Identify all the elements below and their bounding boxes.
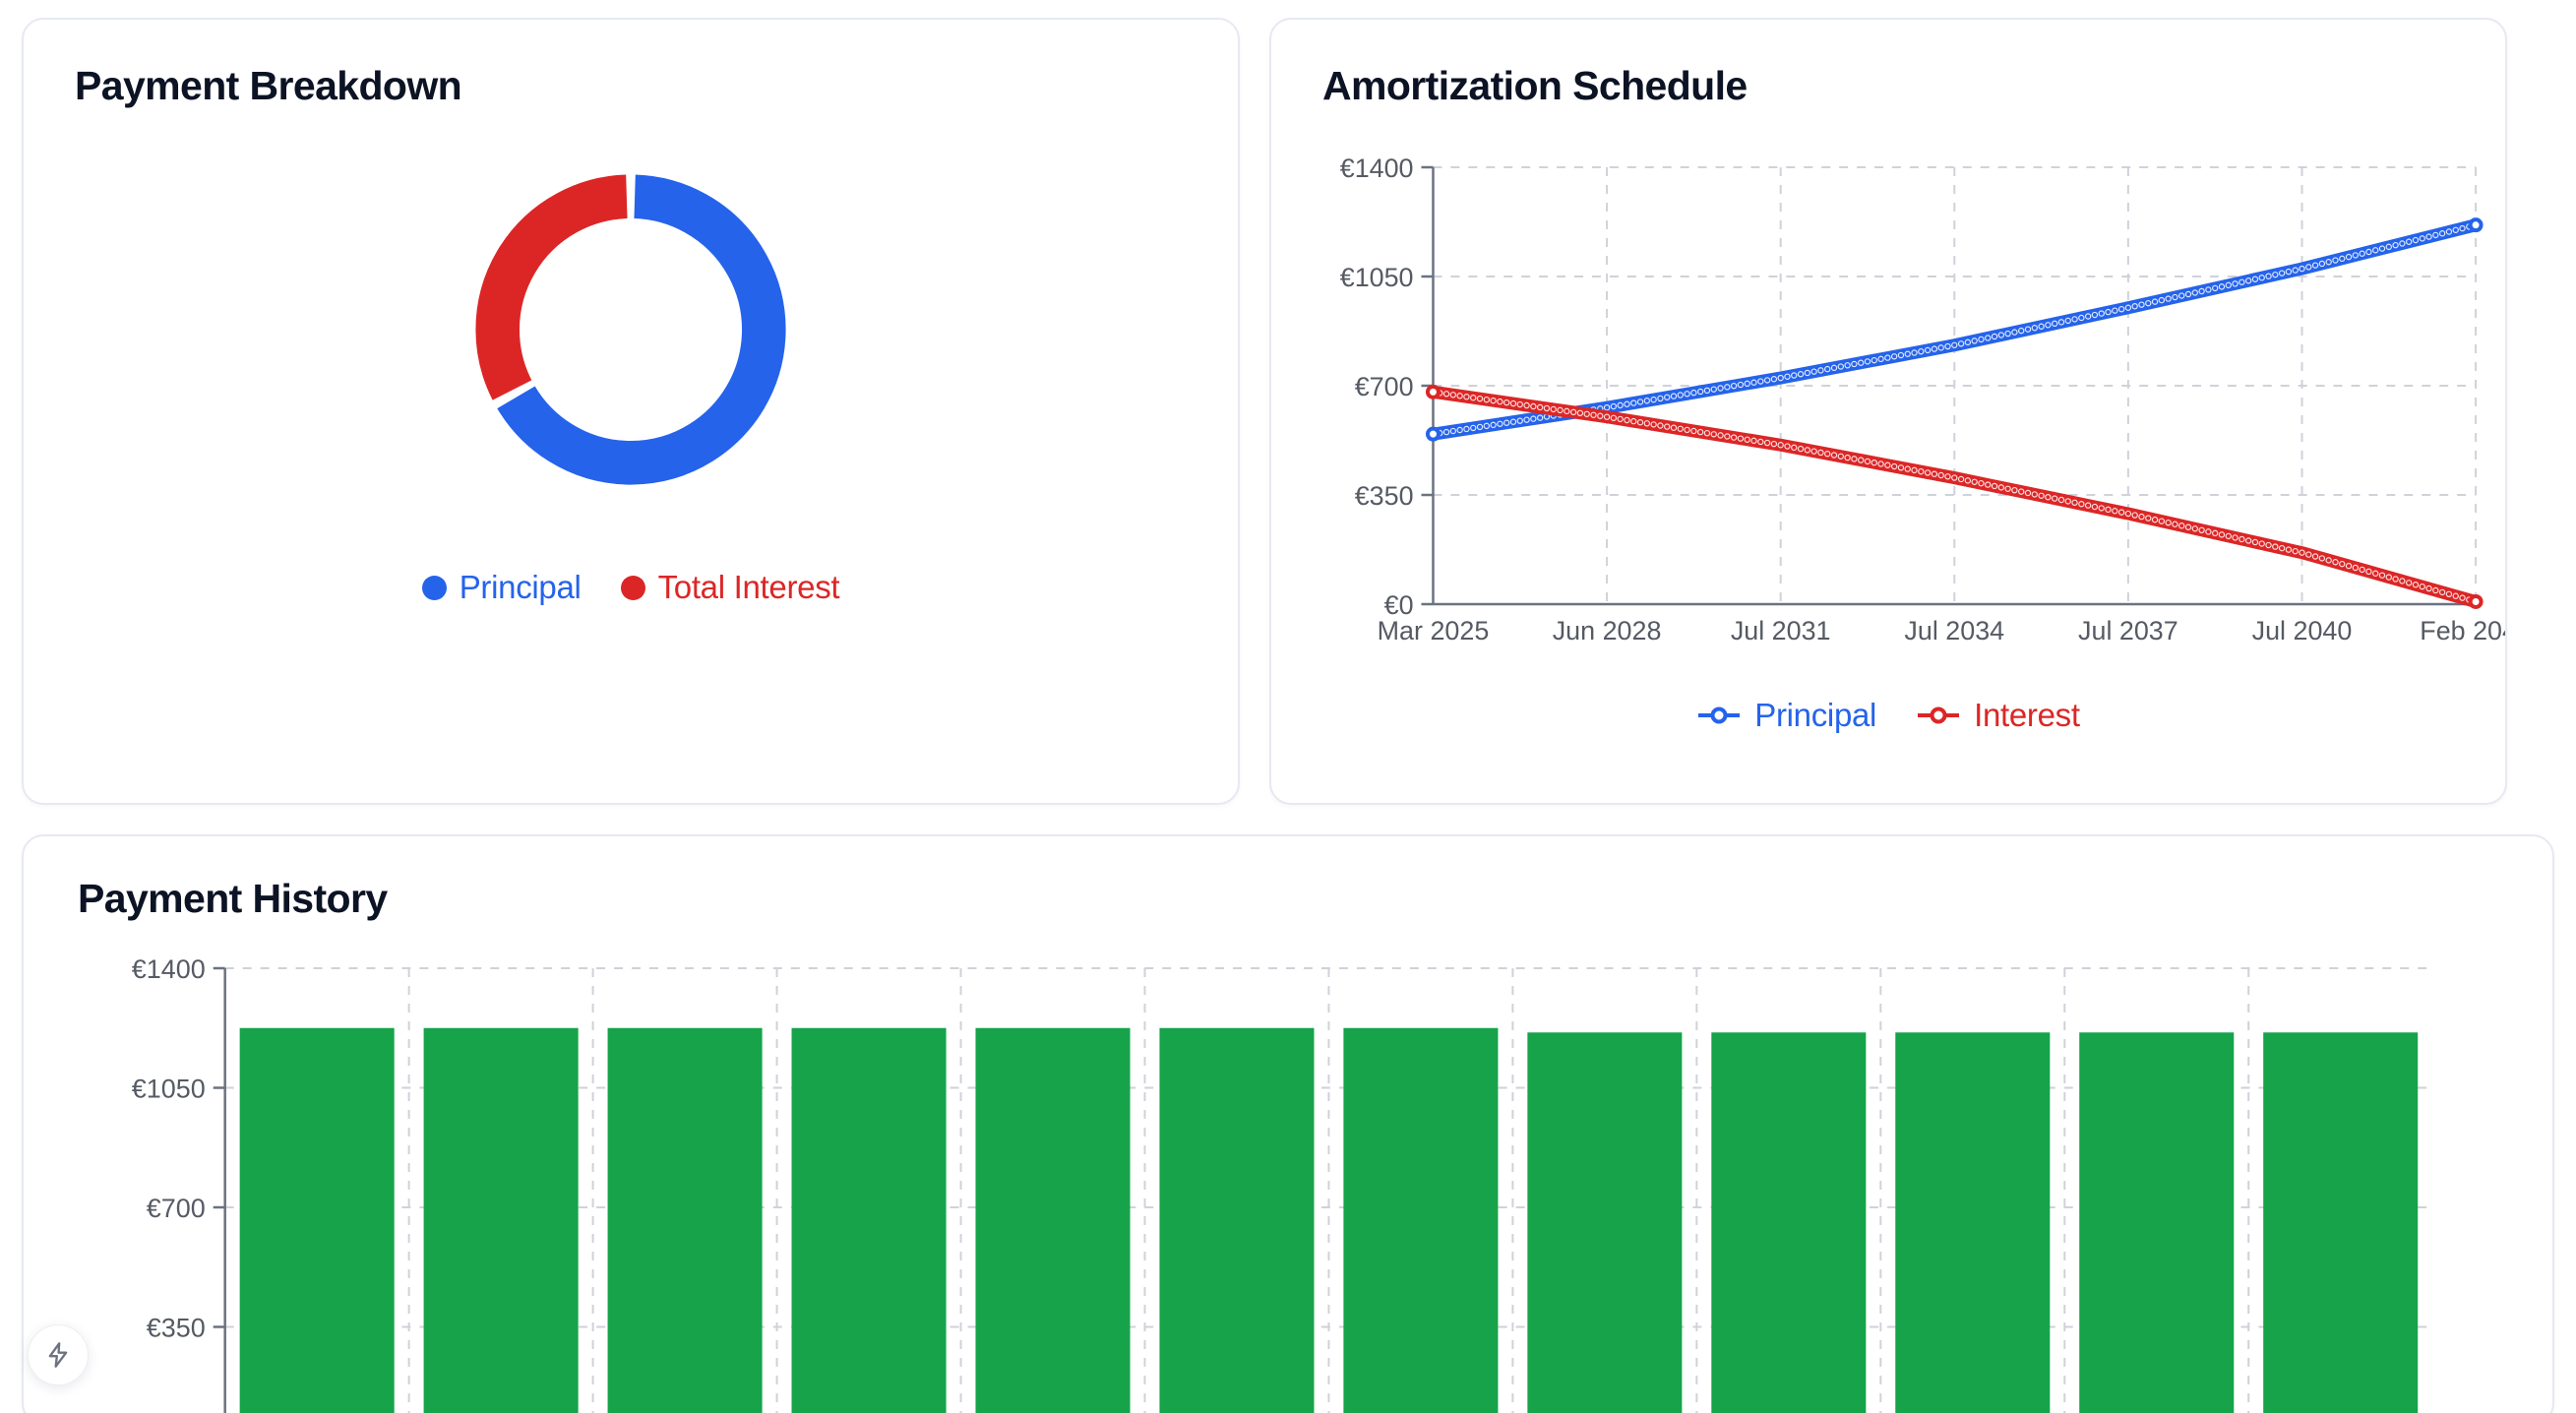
legend-label-total-interest: Total Interest [657,569,840,605]
payment-breakdown-card: Payment Breakdown Principal Total Intere… [22,18,1240,805]
payment-history-card: Payment History €350 €700 €1050 €1400 [22,834,2554,1413]
svg-text:Jul 2040: Jul 2040 [2252,616,2353,645]
amortization-line-chart[interactable]: €0 €350 €700 €1050 €1400 Mar 2025 Jun 2028 Jul… [1271,150,2505,681]
principal-line-marker-icon [1698,706,1741,724]
donut-chart-svg [475,174,786,485]
svg-text:Jul 2031: Jul 2031 [1731,616,1831,645]
svg-text:€700: €700 [147,1194,206,1223]
amortization-legend: Principal Interest [1271,697,2505,734]
history-bar [607,1027,763,1413]
history-bar [1895,1032,2051,1413]
svg-text:€700: €700 [1355,372,1414,401]
history-bar [1527,1032,1683,1413]
payment-history-title: Payment History [78,876,388,921]
svg-text:€1400: €1400 [1340,154,1414,183]
amortization-schedule-card: Amortization Schedule €0 €350 €700 €1050 €14… [1269,18,2507,805]
svg-text:€1400: €1400 [132,954,206,984]
history-bar [975,1027,1131,1413]
interest-line-marker-icon [1918,706,1960,724]
svg-text:€0: €0 [1384,590,1414,620]
svg-text:€1050: €1050 [1340,263,1414,292]
history-bar [1159,1027,1315,1413]
total-interest-swatch-icon [620,575,645,600]
svg-text:€1050: €1050 [132,1074,206,1103]
history-bar [1343,1027,1499,1413]
legend-item-total-interest[interactable]: Total Interest [620,569,840,606]
svg-text:Jul 2034: Jul 2034 [1904,616,2004,645]
payment-breakdown-legend: Principal Total Interest [421,569,840,606]
legend-label-principal: Principal [459,569,582,605]
history-bar [239,1027,395,1413]
amortization-legend-wrap: Principal Interest [1271,697,2505,734]
history-bar [2263,1032,2419,1413]
legend-item-principal-line[interactable]: Principal [1696,697,1876,734]
svg-text:Mar 2025: Mar 2025 [1378,616,1490,645]
top-card-row: Payment Breakdown Principal Total Intere… [22,18,2554,805]
svg-text:€350: €350 [1355,481,1414,511]
svg-text:€350: €350 [147,1313,206,1342]
history-bar [791,1027,947,1413]
svg-text:Jun 2028: Jun 2028 [1553,616,1662,645]
lightning-bolt-icon [48,1342,68,1368]
svg-text:Jul 2037: Jul 2037 [2078,616,2178,645]
legend-label-interest-line: Interest [1974,697,2080,733]
legend-item-principal[interactable]: Principal [421,569,582,606]
history-bar [423,1027,579,1413]
legend-item-interest-line[interactable]: Interest [1916,697,2080,734]
history-bar [2079,1032,2235,1413]
legend-label-principal-line: Principal [1754,697,1877,733]
quick-action-fab[interactable] [28,1324,89,1385]
history-bar [1711,1032,1867,1413]
payment-history-bar-chart[interactable]: €350 €700 €1050 €1400 [24,954,2552,1413]
payment-breakdown-title: Payment Breakdown [75,63,462,108]
principal-swatch-icon [421,575,447,600]
svg-text:Feb 2045: Feb 2045 [2420,616,2505,645]
payment-breakdown-chart: Principal Total Interest [24,167,1238,606]
amortization-schedule-title: Amortization Schedule [1322,63,1748,108]
